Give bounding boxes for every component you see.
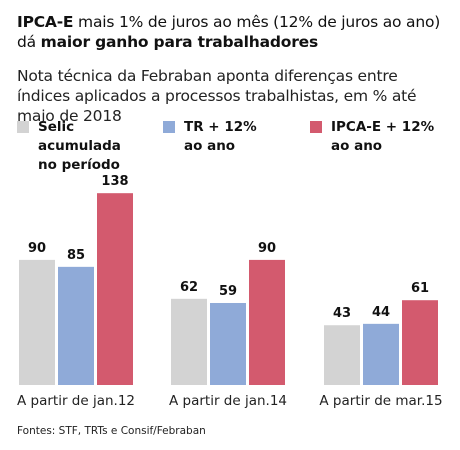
legend-swatch-ipca bbox=[310, 121, 322, 133]
bar-a-partir-de-mar-15-series-0 bbox=[324, 325, 360, 385]
legend-label-selic-line2: no período bbox=[38, 157, 120, 173]
legend-label-ipca: IPCA-E + 12% ao ano bbox=[331, 118, 441, 156]
legend-label-ipca-line2: ao ano bbox=[331, 138, 383, 154]
value-label-a-partir-de-jan-14-series-0: 62 bbox=[180, 280, 198, 295]
category-label-a-partir-de-jan-14: A partir de jan.14 bbox=[169, 393, 287, 409]
legend-item-selic: Selic acumulada no período bbox=[17, 118, 148, 175]
bar-a-partir-de-mar-15-series-1 bbox=[363, 323, 399, 385]
legend-swatch-selic bbox=[17, 121, 29, 133]
title-plain-part-2: dá bbox=[17, 33, 41, 51]
legend-label-ipca-line1: IPCA-E + 12% bbox=[331, 119, 435, 135]
value-label-a-partir-de-mar-15-series-2: 61 bbox=[411, 281, 429, 296]
chart-title: IPCA-E mais 1% de juros ao mês (12% de j… bbox=[17, 12, 447, 52]
value-label-a-partir-de-mar-15-series-0: 43 bbox=[333, 306, 351, 321]
bar-a-partir-de-jan-14-series-2 bbox=[249, 259, 285, 385]
value-label-a-partir-de-jan-12-series-2: 138 bbox=[101, 174, 128, 189]
legend-label-tr: TR + 12% ao ano bbox=[184, 118, 294, 156]
legend-item-tr: TR + 12% ao ano bbox=[163, 118, 294, 156]
legend-swatch-tr bbox=[163, 121, 175, 133]
legend-label-tr-line1: TR + 12% bbox=[184, 119, 257, 135]
value-label-a-partir-de-jan-14-series-2: 90 bbox=[258, 241, 276, 256]
bar-a-partir-de-jan-12-series-2 bbox=[97, 193, 133, 385]
source-note: Fontes: STF, TRTs e Consif/Febraban bbox=[17, 425, 206, 437]
title-bold-part-1: IPCA-E bbox=[17, 13, 74, 31]
value-label-a-partir-de-jan-12-series-1: 85 bbox=[67, 248, 85, 263]
legend-label-selic: Selic acumulada no período bbox=[38, 118, 148, 175]
bar-a-partir-de-jan-12-series-1 bbox=[58, 266, 94, 385]
category-label-a-partir-de-mar-15: A partir de mar.15 bbox=[319, 393, 442, 409]
legend-label-tr-line2: ao ano bbox=[184, 138, 236, 154]
bar-a-partir-de-mar-15-series-2 bbox=[402, 300, 438, 385]
bar-a-partir-de-jan-12-series-0 bbox=[19, 259, 55, 385]
value-label-a-partir-de-mar-15-series-1: 44 bbox=[372, 305, 390, 320]
category-label-a-partir-de-jan-12: A partir de jan.12 bbox=[17, 393, 135, 409]
legend-item-ipca: IPCA-E + 12% ao ano bbox=[310, 118, 441, 156]
bar-a-partir-de-jan-14-series-1 bbox=[210, 302, 246, 385]
value-label-a-partir-de-jan-14-series-1: 59 bbox=[219, 284, 237, 299]
title-plain-part-1: mais 1% de juros ao mês (12% de juros ao… bbox=[73, 13, 441, 31]
value-label-a-partir-de-jan-12-series-0: 90 bbox=[28, 241, 46, 256]
legend-label-selic-line1: Selic acumulada bbox=[38, 119, 121, 154]
chart-subtitle: Nota técnica da Febraban aponta diferenç… bbox=[17, 67, 417, 125]
title-bold-part-2: maior ganho para trabalhadores bbox=[40, 33, 319, 51]
bar-a-partir-de-jan-14-series-0 bbox=[171, 298, 207, 385]
